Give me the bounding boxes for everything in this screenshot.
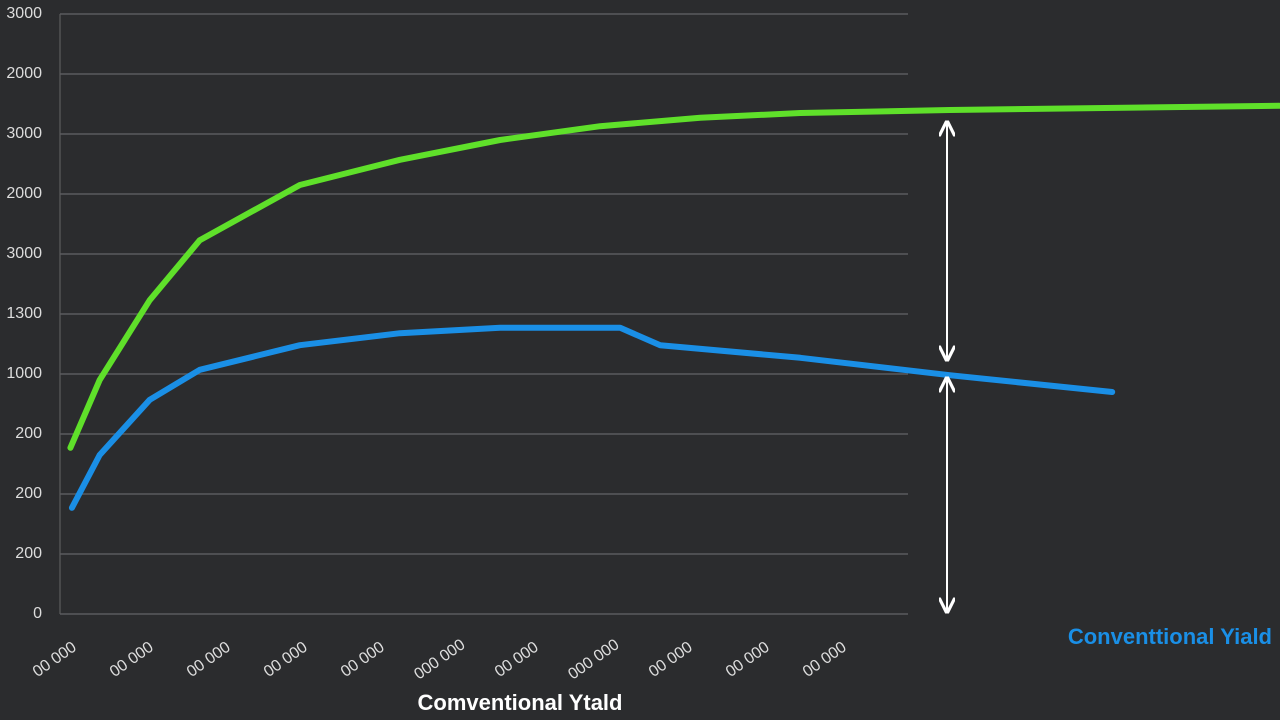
y-tick-label: 200 (15, 485, 42, 502)
y-tick-label: 200 (15, 425, 42, 442)
y-tick-label: 2000 (6, 65, 42, 82)
y-tick-label: 0 (33, 605, 42, 622)
y-tick-label: 3000 (6, 125, 42, 142)
y-tick-label: 1300 (6, 305, 42, 322)
series-line (67, 102, 1280, 451)
y-tick-label: 1000 (6, 365, 42, 382)
annotation: Conventtional Yiald (1068, 624, 1272, 649)
series-line (68, 324, 1116, 511)
x-axis-label: Comventional Ytald (418, 690, 623, 715)
y-tick-label: 200 (15, 545, 42, 562)
y-tick-label: 3000 (6, 5, 42, 22)
y-tick-label: 2000 (6, 185, 42, 202)
y-tick-label: 3000 (6, 245, 42, 262)
